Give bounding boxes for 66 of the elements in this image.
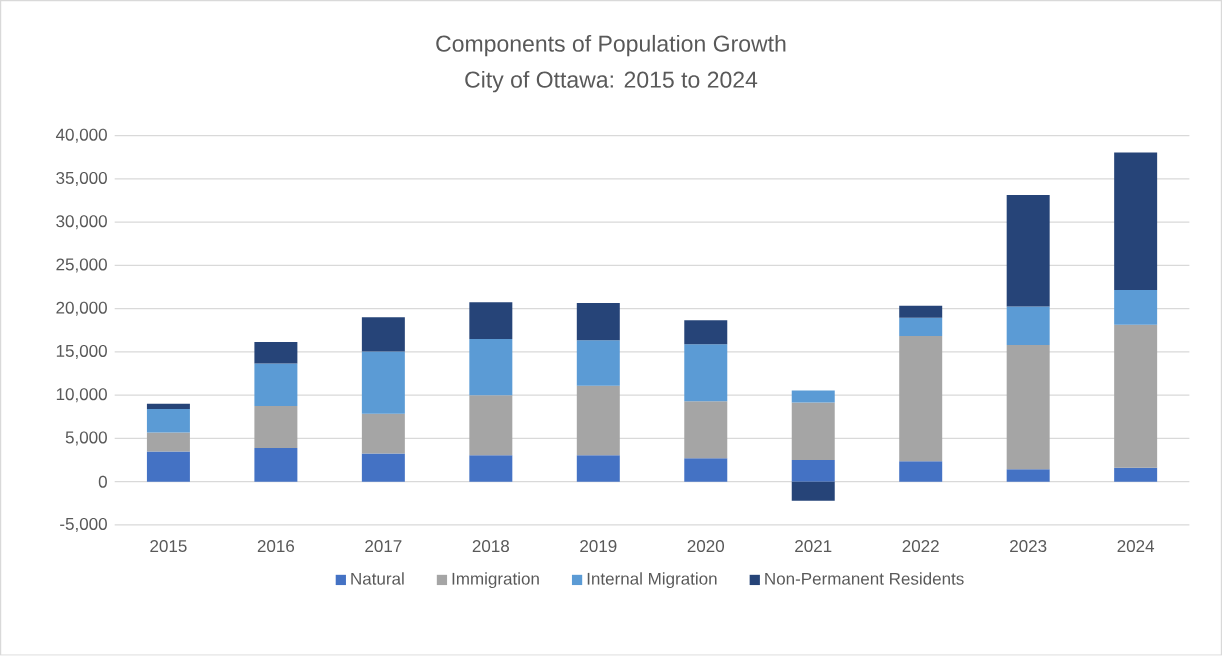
bar <box>1006 469 1050 482</box>
bar <box>791 481 835 501</box>
y-tick-label: -5,000 <box>60 518 107 533</box>
bar <box>1114 324 1158 469</box>
y-tick-label: 30,000 <box>56 215 107 230</box>
bar <box>469 302 513 340</box>
y-tick-label: 35,000 <box>56 172 107 187</box>
bar <box>361 351 405 414</box>
legend-label: Internal Migration <box>587 572 717 589</box>
bar <box>684 458 728 482</box>
x-tick-label: 2016 <box>257 540 295 553</box>
bar <box>469 395 513 456</box>
x-tick-label: 2018 <box>472 540 510 553</box>
legend-label: Immigration <box>452 572 539 589</box>
y-tick-label: 15,000 <box>56 345 107 360</box>
y-tick-label: 20,000 <box>56 301 107 316</box>
y-tick-label: 40,000 <box>55 128 107 143</box>
x-tick-label: 2022 <box>902 540 939 553</box>
bar <box>576 455 620 482</box>
bar <box>469 455 513 482</box>
bar <box>899 317 943 337</box>
bar <box>254 406 298 449</box>
x-tick-label: 2019 <box>580 540 617 553</box>
y-tick-label: 10,000 <box>56 388 107 403</box>
bar <box>576 340 620 386</box>
bar <box>684 320 728 345</box>
bar <box>1114 290 1158 325</box>
bar <box>791 460 835 482</box>
bar <box>684 344 728 402</box>
x-tick-label: 2017 <box>365 540 402 553</box>
bar <box>1006 195 1050 307</box>
bar <box>254 363 298 407</box>
bar <box>146 404 190 410</box>
bar <box>1114 468 1158 482</box>
bar <box>1114 152 1158 291</box>
x-tick-label: 2023 <box>1010 540 1047 553</box>
bar <box>899 461 943 482</box>
bar <box>684 401 728 459</box>
chart-subtitle: City of Ottawa: 2015 to 2024 <box>465 71 758 93</box>
y-tick-label: 25,000 <box>56 258 107 273</box>
bar <box>146 409 190 433</box>
bar <box>146 451 190 482</box>
bar <box>361 453 405 482</box>
x-tick-label: 2024 <box>1117 540 1155 553</box>
x-tick-label: 2015 <box>150 540 187 553</box>
legend-label: Natural <box>351 572 404 585</box>
x-tick-label: 2021 <box>795 540 832 553</box>
bar <box>469 339 513 396</box>
bar <box>146 432 190 452</box>
bar <box>576 303 620 341</box>
bar <box>899 305 943 318</box>
x-tick-label: 2020 <box>687 540 725 553</box>
bar <box>899 336 943 462</box>
chart-title: Components of Population Growth <box>436 35 786 57</box>
y-tick-label: 5,000 <box>65 431 107 446</box>
bar <box>576 385 620 456</box>
bar <box>254 342 298 364</box>
bar <box>1006 306 1050 346</box>
bar <box>791 390 835 403</box>
bar <box>1006 345 1050 470</box>
y-tick-label: 0 <box>98 475 107 488</box>
legend-label: Non-Permanent Residents <box>765 572 964 585</box>
bar <box>791 402 835 461</box>
bar <box>254 448 298 482</box>
bar <box>361 413 405 454</box>
bar <box>361 317 405 352</box>
